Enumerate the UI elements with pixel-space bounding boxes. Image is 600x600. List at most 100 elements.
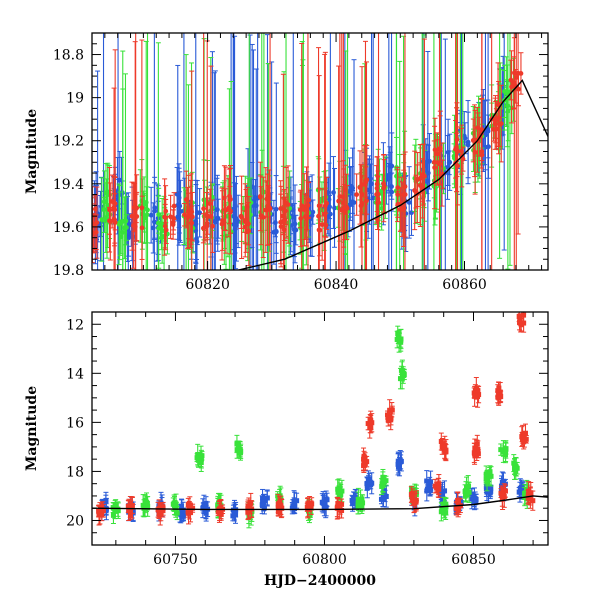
- marker: [320, 499, 326, 505]
- marker: [353, 497, 359, 503]
- y-axis-label: Magnitude: [24, 109, 40, 194]
- marker: [299, 203, 305, 209]
- data-point: [139, 195, 145, 260]
- data-point: [354, 173, 360, 216]
- bottom-panel: 60750 60800 608501214161820MagnitudeHJD−24…: [24, 311, 549, 589]
- marker: [163, 215, 168, 221]
- data-point: [365, 475, 371, 486]
- marker: [505, 108, 511, 114]
- data-point: [458, 127, 464, 175]
- data-point: [322, 51, 328, 270]
- data-point: [437, 110, 443, 186]
- data-point: [145, 33, 150, 270]
- data-point: [322, 53, 328, 270]
- marker: [443, 501, 449, 507]
- marker: [428, 479, 434, 485]
- marker: [139, 225, 145, 231]
- marker: [465, 483, 471, 489]
- marker: [344, 205, 350, 211]
- marker: [355, 496, 361, 502]
- data-point: [305, 181, 311, 219]
- marker: [275, 493, 281, 499]
- data-point: [294, 492, 300, 509]
- marker: [406, 200, 412, 205]
- data-point: [107, 167, 113, 253]
- marker: [424, 486, 430, 492]
- data-point: [259, 495, 265, 515]
- marker: [298, 216, 304, 221]
- data-point: [369, 472, 375, 495]
- marker: [130, 234, 136, 240]
- marker: [463, 488, 469, 494]
- data-point: [395, 453, 401, 476]
- data-point: [145, 496, 151, 517]
- y-tick-label: 19.2: [53, 134, 84, 150]
- marker: [132, 205, 137, 210]
- marker: [338, 489, 344, 495]
- marker: [186, 213, 192, 219]
- data-point: [278, 180, 284, 265]
- marker: [177, 203, 183, 209]
- marker: [465, 139, 471, 145]
- data-point: [432, 125, 438, 210]
- marker: [409, 210, 414, 216]
- data-point: [111, 87, 117, 270]
- data-point: [395, 331, 401, 344]
- data-point: [207, 188, 213, 219]
- data-point: [189, 205, 195, 241]
- marker: [505, 103, 510, 109]
- data-point: [400, 366, 406, 384]
- data-point: [351, 59, 357, 270]
- data-point: [513, 33, 519, 270]
- marker: [422, 173, 427, 179]
- data-point: [472, 109, 478, 195]
- marker: [503, 89, 509, 95]
- marker: [145, 207, 150, 213]
- marker: [113, 503, 119, 509]
- data-point: [511, 37, 517, 109]
- marker: [336, 485, 342, 491]
- marker: [453, 146, 458, 152]
- marker: [236, 450, 242, 456]
- data-point: [232, 504, 238, 517]
- data-point: [406, 166, 412, 239]
- data-point: [290, 33, 296, 270]
- data-point: [198, 453, 204, 472]
- data-point: [379, 478, 385, 495]
- marker: [310, 209, 316, 215]
- marker: [278, 219, 284, 225]
- marker: [273, 228, 279, 234]
- marker: [387, 171, 393, 177]
- marker: [292, 503, 298, 509]
- marker: [239, 214, 244, 220]
- y-tick-label: 19.4: [53, 177, 84, 193]
- marker: [210, 223, 215, 229]
- marker: [479, 127, 485, 132]
- marker: [442, 505, 448, 511]
- marker: [101, 207, 107, 212]
- marker: [493, 126, 499, 132]
- marker: [123, 218, 128, 224]
- data-point: [473, 493, 479, 510]
- marker: [437, 145, 443, 151]
- marker: [204, 223, 210, 229]
- data-point: [487, 465, 493, 479]
- marker: [126, 235, 131, 241]
- marker: [331, 190, 336, 195]
- data-point: [503, 56, 509, 127]
- marker: [487, 469, 493, 475]
- data-point: [316, 187, 322, 270]
- marker: [194, 210, 200, 215]
- marker: [472, 149, 478, 155]
- marker: [459, 148, 464, 154]
- marker: [374, 192, 380, 197]
- marker: [470, 138, 476, 143]
- data-point: [293, 214, 299, 246]
- data-point: [376, 33, 381, 270]
- series-2: [92, 33, 524, 270]
- data-point: [496, 102, 502, 147]
- data-point: [155, 42, 161, 270]
- data-point: [387, 151, 393, 197]
- data-point: [504, 64, 510, 148]
